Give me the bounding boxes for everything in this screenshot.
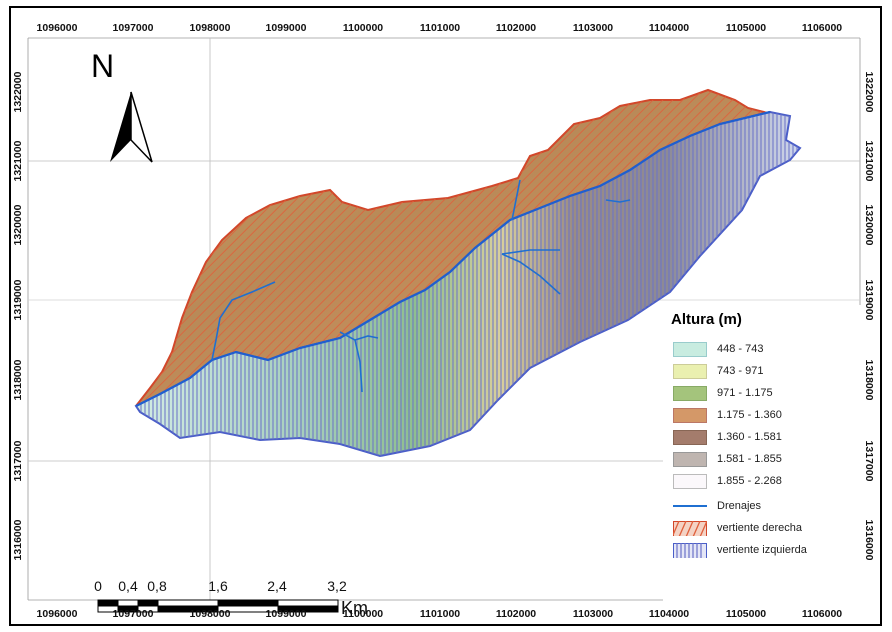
tick-top-9: 1105000 (725, 22, 767, 34)
scalebar-unit: Km (341, 598, 368, 618)
tick-left-1: 1321000 (12, 140, 24, 182)
legend-label: 1.855 - 2.268 (717, 475, 782, 487)
tick-right-5: 1317000 (863, 440, 875, 482)
legend-swatch (673, 408, 707, 423)
right-slope-swatch (673, 521, 707, 536)
legend-title: Altura (m) (671, 311, 742, 328)
legend-label: 1.581 - 1.855 (717, 453, 782, 465)
drainage-line-icon (673, 505, 707, 507)
tick-bottom-2: 1098000 (189, 608, 231, 620)
legend-swatch (673, 452, 707, 467)
left-slope-hatch (136, 112, 800, 456)
legend-swatch (673, 342, 707, 357)
scale-bar (97, 599, 339, 613)
tick-left-6: 1316000 (12, 519, 24, 561)
tick-bottom-0: 1096000 (36, 608, 78, 620)
tick-right-2: 1320000 (863, 204, 875, 246)
tick-bottom-6: 1102000 (495, 608, 537, 620)
tick-left-4: 1318000 (12, 359, 24, 401)
tick-top-4: 1100000 (342, 22, 384, 34)
scalebar-label: 3,2 (327, 578, 347, 594)
drainage-lines (211, 179, 631, 393)
legend-label: 971 - 1.175 (717, 387, 773, 399)
tick-right-3: 1319000 (863, 279, 875, 321)
tick-top-6: 1102000 (495, 22, 537, 34)
tick-top-8: 1104000 (648, 22, 690, 34)
legend-label: 743 - 971 (717, 365, 764, 377)
tick-left-2: 1320000 (12, 204, 24, 246)
scalebar-label: 2,4 (267, 578, 287, 594)
legend-label: 1.175 - 1.360 (717, 409, 782, 421)
tick-top-10: 1106000 (801, 22, 843, 34)
tick-left-3: 1319000 (12, 279, 24, 321)
scalebar-label: 0,4 (118, 578, 138, 594)
tick-bottom-4: 1100000 (342, 608, 384, 620)
tick-bottom-5: 1101000 (419, 608, 461, 620)
scalebar-label: 0,8 (147, 578, 167, 594)
legend-swatch (673, 474, 707, 489)
legend-label: 1.360 - 1.581 (717, 431, 782, 443)
legend-label: 448 - 743 (717, 343, 764, 355)
legend-swatch (673, 364, 707, 379)
tick-top-0: 1096000 (36, 22, 78, 34)
tick-top-1: 1097000 (112, 22, 154, 34)
north-label: N (91, 48, 115, 84)
tick-top-5: 1101000 (419, 22, 461, 34)
right-slope-hatch (136, 90, 780, 406)
tick-bottom-3: 1099000 (265, 608, 307, 620)
scalebar-label: 1,6 (208, 578, 228, 594)
legend-label: vertiente derecha (717, 522, 802, 534)
tick-bottom-7: 1103000 (572, 608, 614, 620)
main-channel (135, 110, 771, 407)
left-slope-swatch (673, 543, 707, 558)
legend-swatch (673, 386, 707, 401)
tick-right-6: 1316000 (863, 519, 875, 561)
tick-bottom-1: 1097000 (112, 608, 154, 620)
tick-bottom-10: 1106000 (801, 608, 843, 620)
tick-right-0: 1322000 (863, 71, 875, 113)
tick-right-1: 1321000 (863, 140, 875, 182)
legend-swatch (673, 430, 707, 445)
tick-top-3: 1099000 (265, 22, 307, 34)
tick-left-5: 1317000 (12, 440, 24, 482)
legend-label: vertiente izquierda (717, 544, 807, 556)
north-arrow-icon (110, 91, 153, 163)
tick-bottom-8: 1104000 (648, 608, 690, 620)
tick-top-2: 1098000 (189, 22, 231, 34)
legend: Altura (m) 448 - 743 743 - 971 971 - 1.1… (663, 305, 863, 605)
scalebar-label: 0 (94, 578, 102, 594)
legend-label: Drenajes (717, 500, 762, 512)
tick-right-4: 1318000 (863, 359, 875, 401)
tick-top-7: 1103000 (572, 22, 614, 34)
tick-bottom-9: 1105000 (725, 608, 767, 620)
tick-left-0: 1322000 (12, 71, 24, 113)
